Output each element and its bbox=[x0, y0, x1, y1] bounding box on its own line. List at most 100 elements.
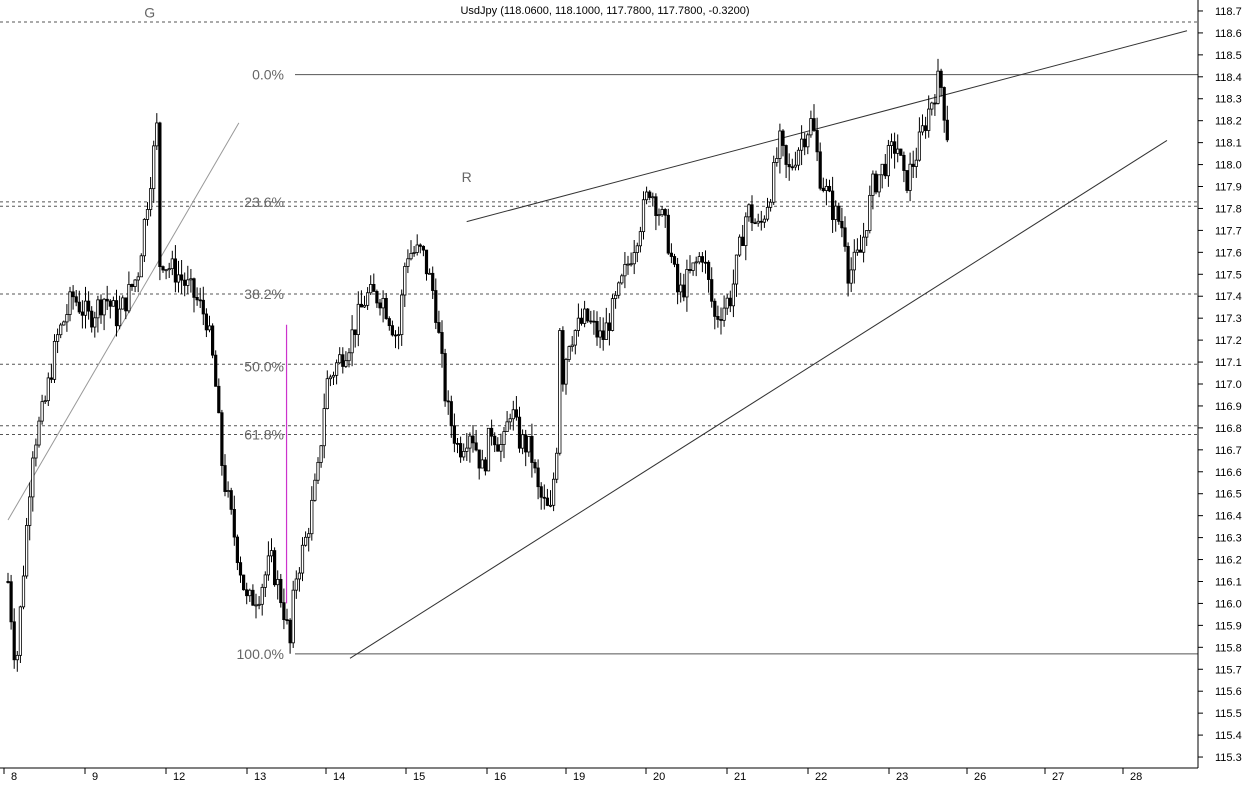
candle bbox=[753, 218, 757, 225]
candle bbox=[400, 289, 404, 346]
candle bbox=[700, 252, 705, 273]
candle bbox=[257, 596, 261, 610]
candle bbox=[790, 158, 794, 171]
y-tick-label: 117.9 bbox=[1215, 182, 1242, 194]
candle bbox=[567, 345, 571, 362]
candle bbox=[427, 268, 432, 275]
chart-title: UsdJpy (118.0600, 118.1000, 117.7800, 11… bbox=[460, 5, 749, 17]
candle bbox=[198, 287, 202, 308]
x-tick-label: 26 bbox=[974, 771, 986, 783]
candle bbox=[579, 308, 584, 326]
candle bbox=[378, 298, 382, 316]
candle bbox=[719, 307, 723, 335]
candle bbox=[238, 556, 243, 583]
candle bbox=[260, 583, 264, 616]
candle bbox=[796, 147, 801, 171]
candle bbox=[40, 394, 44, 425]
candle bbox=[68, 286, 72, 322]
candle bbox=[573, 329, 577, 355]
candle bbox=[474, 429, 478, 452]
candle bbox=[812, 104, 816, 132]
y-tick-label: 116.8 bbox=[1215, 423, 1242, 435]
candle bbox=[697, 252, 701, 265]
candle bbox=[908, 152, 912, 202]
candle bbox=[564, 357, 568, 395]
candle bbox=[710, 267, 714, 308]
candle bbox=[933, 94, 937, 116]
candle bbox=[127, 271, 131, 314]
candle bbox=[28, 482, 32, 541]
candle bbox=[46, 372, 50, 407]
candle bbox=[936, 58, 940, 105]
y-tick-label: 116.9 bbox=[1215, 401, 1242, 413]
candle bbox=[871, 170, 875, 210]
candle bbox=[316, 457, 320, 485]
candle bbox=[663, 208, 667, 228]
candle bbox=[353, 329, 357, 348]
candle bbox=[307, 527, 311, 552]
candle bbox=[855, 238, 860, 256]
candle bbox=[465, 433, 469, 461]
candle bbox=[43, 395, 47, 405]
candle bbox=[508, 413, 512, 430]
candle bbox=[71, 285, 75, 310]
candle bbox=[800, 125, 804, 166]
candle bbox=[24, 517, 29, 579]
candle bbox=[862, 222, 866, 263]
candle bbox=[502, 426, 506, 459]
candle bbox=[927, 95, 931, 138]
candle bbox=[849, 257, 853, 292]
candle bbox=[914, 147, 918, 178]
candle bbox=[607, 313, 612, 346]
candle bbox=[728, 290, 732, 313]
candle bbox=[183, 272, 187, 297]
candle bbox=[942, 86, 946, 133]
candle bbox=[809, 110, 813, 138]
candle bbox=[896, 134, 900, 163]
candle bbox=[561, 326, 565, 392]
candle bbox=[347, 348, 351, 368]
candle bbox=[331, 371, 336, 386]
candle bbox=[731, 269, 736, 318]
candle bbox=[179, 260, 184, 294]
candle bbox=[514, 396, 519, 421]
candle bbox=[52, 334, 57, 383]
candle bbox=[654, 193, 658, 231]
candle bbox=[269, 538, 274, 563]
candle bbox=[784, 144, 788, 179]
candle bbox=[858, 234, 863, 253]
candle bbox=[350, 315, 354, 367]
candle bbox=[685, 259, 689, 312]
x-tick-label: 22 bbox=[815, 771, 827, 783]
candle bbox=[598, 316, 602, 349]
trendline-early bbox=[7, 122, 240, 521]
candle bbox=[34, 438, 38, 467]
candle bbox=[924, 116, 928, 139]
candle bbox=[217, 378, 221, 414]
candle bbox=[449, 395, 453, 438]
candle bbox=[158, 121, 162, 281]
candle bbox=[815, 117, 819, 162]
candle bbox=[744, 212, 748, 261]
candle bbox=[821, 177, 825, 193]
candle bbox=[496, 437, 500, 452]
candle bbox=[734, 254, 739, 297]
candle bbox=[893, 132, 897, 169]
y-tick-label: 116.0 bbox=[1215, 598, 1242, 610]
candle bbox=[49, 363, 54, 384]
candle bbox=[452, 413, 457, 453]
candle bbox=[369, 275, 373, 295]
candle bbox=[533, 459, 537, 474]
annotation-R: R bbox=[462, 169, 472, 185]
candle bbox=[406, 249, 410, 274]
candle bbox=[446, 390, 450, 415]
y-tick-label: 117.2 bbox=[1215, 335, 1242, 347]
y-tick-label: 116.1 bbox=[1215, 576, 1242, 588]
candle bbox=[90, 306, 94, 333]
candle bbox=[818, 142, 822, 191]
candle bbox=[207, 315, 212, 333]
candle bbox=[161, 265, 165, 273]
y-tick-label: 115.5 bbox=[1215, 708, 1242, 720]
candle bbox=[220, 409, 224, 476]
candle bbox=[539, 482, 543, 510]
